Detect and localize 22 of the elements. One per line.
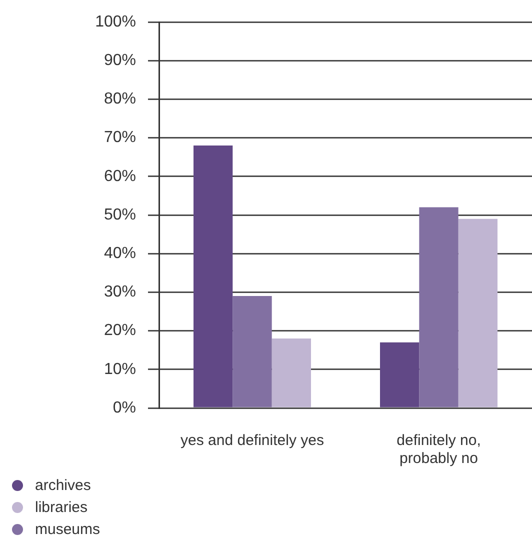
bar [272,338,311,408]
x-tick-label: definitely no, probably no [396,432,481,468]
bar [458,218,498,408]
y-tick-label: 60% [104,168,136,185]
y-tick-label: 90% [104,52,136,70]
y-tick-label: 10% [104,360,136,378]
bar [380,342,420,408]
y-tick-label: 80% [104,90,136,108]
legend-label: museums [35,520,100,538]
bar [419,207,458,408]
bar [232,296,272,408]
x-tick-label: yes and definitely yes [180,432,324,450]
y-tick-label: 20% [104,322,136,340]
y-tick-label: 50% [104,206,136,224]
y-tick-label: 30% [104,284,136,301]
legend-label: libraries [35,498,88,516]
bar [194,146,233,408]
legend-label: archives [35,476,91,494]
y-tick-label: 40% [104,245,136,262]
y-tick-label: 0% [112,399,136,416]
y-tick-label: 100% [95,13,136,30]
y-tick-label: 70% [104,129,136,146]
